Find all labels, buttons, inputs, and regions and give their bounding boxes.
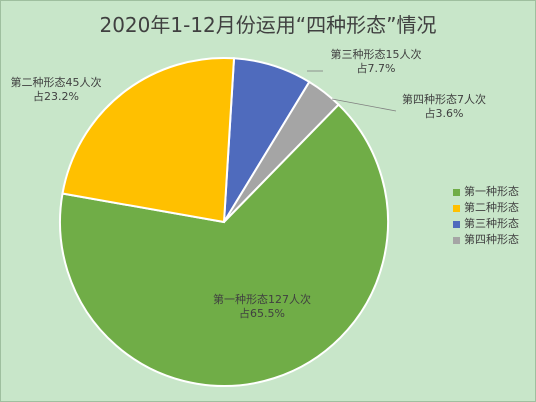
legend-item-2: 第二种形态 — [453, 200, 519, 216]
leader-line-4 — [331, 98, 397, 112]
legend-swatch-1 — [453, 188, 460, 196]
data-label-count-3: 第三种形态15人次 — [331, 47, 422, 61]
legend-label-3: 第三种形态 — [464, 217, 519, 230]
legend-item-4: 第四种形态 — [453, 232, 519, 248]
data-label-pct-2: 占23.2% — [33, 89, 79, 103]
data-label-pct-4: 占3.6% — [425, 106, 464, 120]
data-label-pct-3: 占7.7% — [357, 61, 396, 75]
legend-item-1: 第一种形态 — [453, 184, 519, 200]
legend-label-2: 第二种形态 — [464, 201, 519, 214]
legend-swatch-2 — [453, 204, 460, 212]
legend-label-4: 第四种形态 — [464, 233, 519, 246]
data-label-pct-1: 占65.5% — [239, 306, 285, 320]
chart-title: 2020年1-12月份运用“四种形态”情况 — [99, 13, 437, 37]
pie-slice-2 — [61, 57, 236, 224]
pie-slice-1 — [59, 103, 389, 387]
legend-item-3: 第三种形态 — [453, 216, 519, 232]
legend-swatch-4 — [453, 236, 460, 244]
legend: 第一种形态 第二种形态 第三种形态 第四种形态 — [453, 184, 519, 248]
legend-label-1: 第一种形态 — [464, 185, 519, 198]
data-label-count-4: 第四种形态7人次 — [402, 92, 486, 106]
data-label-count-2: 第二种形态45人次 — [11, 75, 102, 89]
data-label-count-1: 第一种形态127人次 — [213, 292, 311, 306]
legend-swatch-3 — [453, 220, 460, 228]
